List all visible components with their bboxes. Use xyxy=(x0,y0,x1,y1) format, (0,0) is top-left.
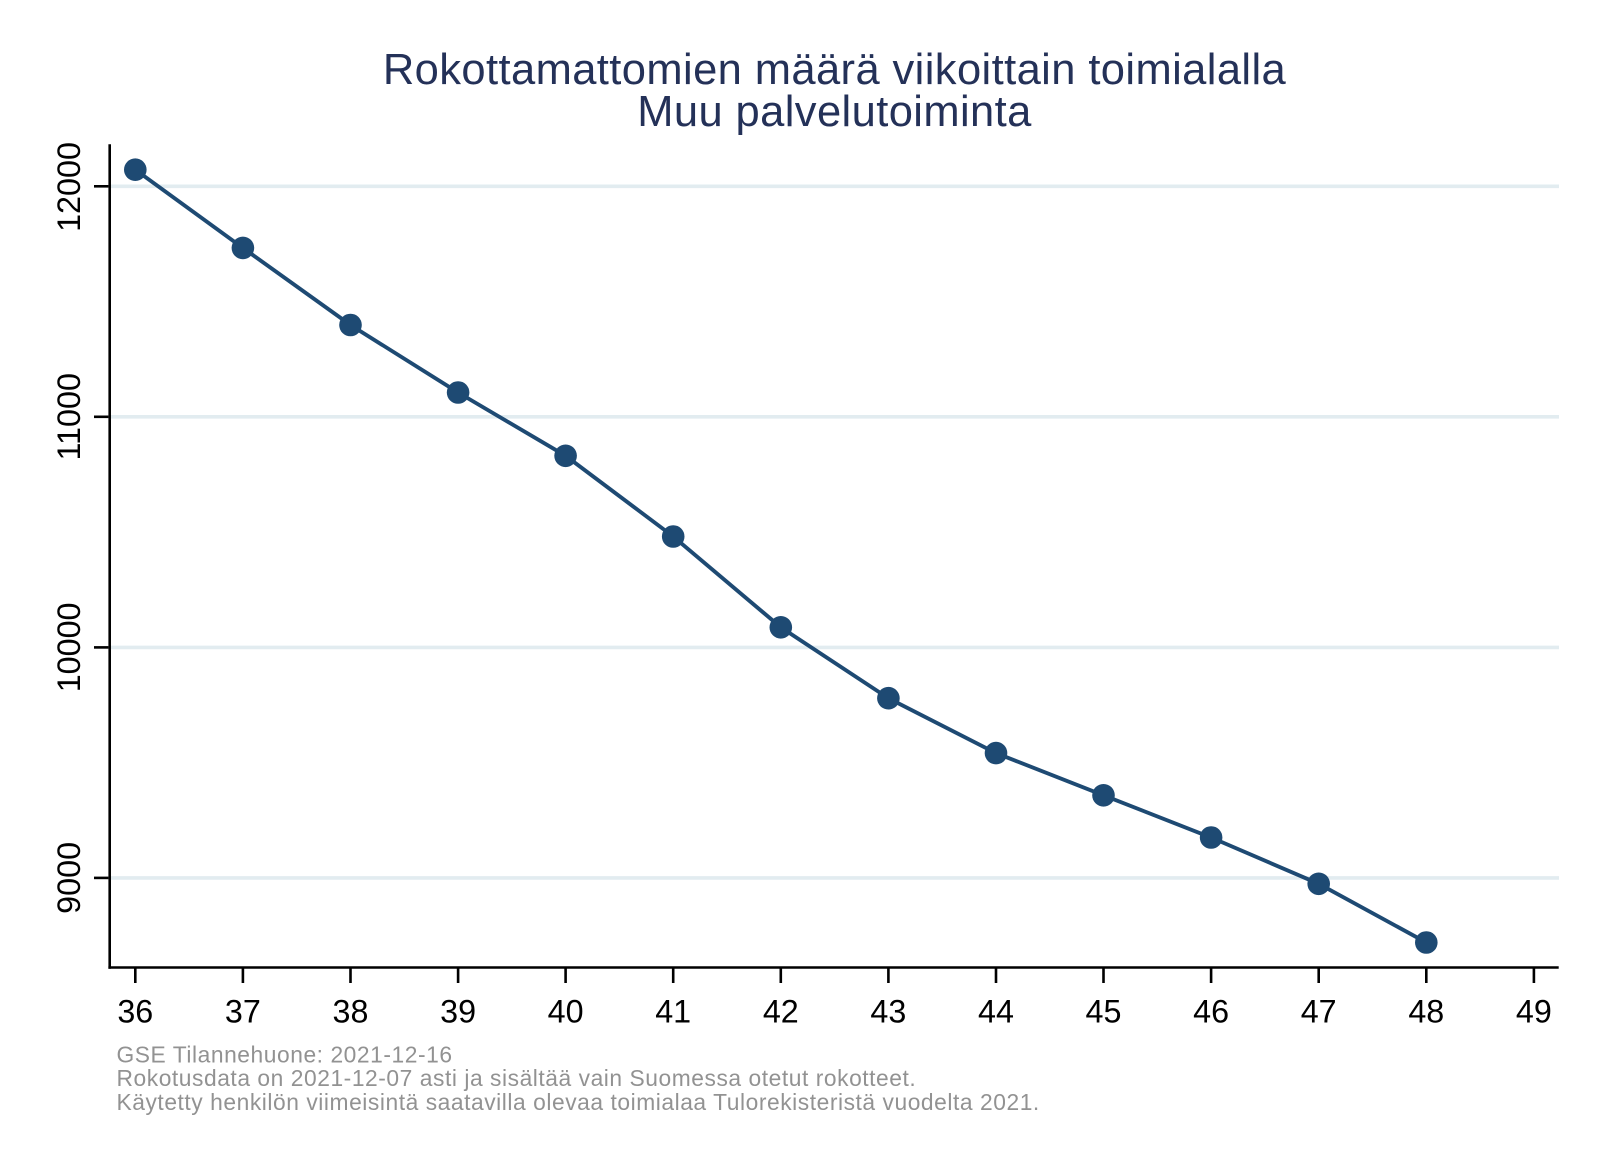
svg-text:36: 36 xyxy=(117,994,153,1030)
svg-text:48: 48 xyxy=(1408,994,1444,1030)
svg-text:Muu palvelutoiminta: Muu palvelutoiminta xyxy=(637,88,1032,136)
svg-text:38: 38 xyxy=(333,994,369,1030)
svg-text:39: 39 xyxy=(440,994,476,1030)
svg-text:10000: 10000 xyxy=(51,602,87,692)
svg-text:44: 44 xyxy=(978,994,1014,1030)
svg-text:41: 41 xyxy=(655,994,691,1030)
svg-text:11000: 11000 xyxy=(51,373,87,460)
svg-text:49: 49 xyxy=(1516,994,1552,1030)
svg-text:9000: 9000 xyxy=(51,842,87,914)
svg-text:Rokotusdata on 2021-12-07 asti: Rokotusdata on 2021-12-07 asti ja sisält… xyxy=(117,1065,917,1091)
svg-text:12000: 12000 xyxy=(51,142,87,232)
svg-text:46: 46 xyxy=(1193,994,1229,1030)
svg-text:47: 47 xyxy=(1301,994,1337,1030)
svg-text:43: 43 xyxy=(870,994,906,1030)
svg-text:Rokottamattomien määrä viikoit: Rokottamattomien määrä viikoittain toimi… xyxy=(383,46,1287,94)
svg-text:40: 40 xyxy=(548,994,584,1030)
svg-text:45: 45 xyxy=(1086,994,1122,1030)
svg-text:Käytetty henkilön viimeisintä: Käytetty henkilön viimeisintä saatavilla… xyxy=(117,1089,1040,1115)
svg-text:GSE Tilannehuone: 2021-12-16: GSE Tilannehuone: 2021-12-16 xyxy=(117,1041,453,1067)
svg-text:42: 42 xyxy=(763,994,799,1030)
svg-text:37: 37 xyxy=(225,994,261,1030)
